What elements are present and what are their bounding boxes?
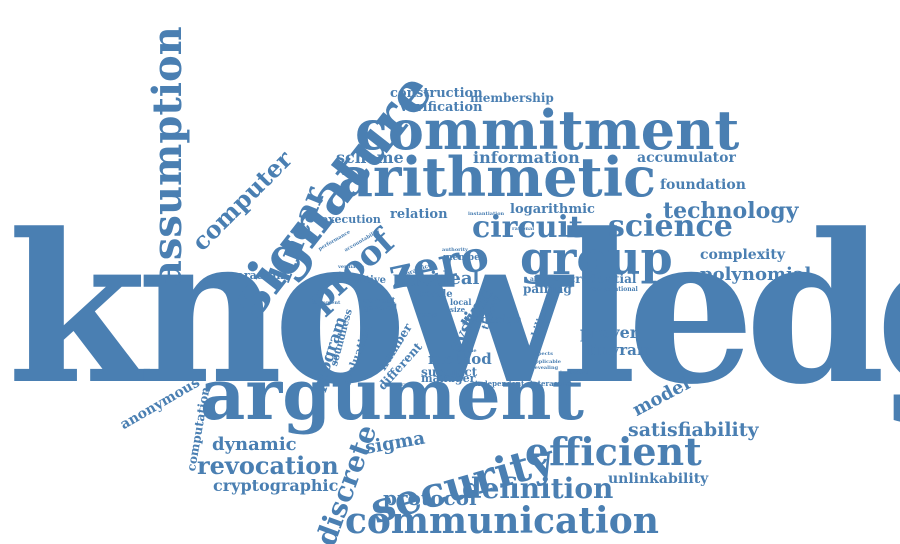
word-knowledge: knowledge — [7, 190, 900, 430]
word-satisfiability: satisfiability — [628, 419, 759, 441]
word-abstract: abstract — [530, 276, 558, 283]
word-primitive: primitive — [335, 275, 387, 286]
word-dynamic: dynamic — [212, 434, 297, 455]
word-prover: prover — [580, 323, 639, 342]
word-arithmetic: arithmetic — [338, 145, 656, 209]
word-rational: rational — [512, 226, 535, 232]
word-commitment: commitment — [355, 98, 740, 162]
word-science: science — [608, 209, 733, 244]
word-unlinkability: unlinkability — [608, 471, 709, 487]
word-group: group — [520, 231, 673, 285]
word-statement: statement — [312, 300, 341, 306]
word-manager: manager — [421, 372, 476, 385]
word-paradigm: paradigm — [229, 269, 288, 282]
word-information: information — [473, 148, 580, 167]
word-revocation: revocation — [197, 451, 339, 480]
word-interactive: interactive — [530, 379, 573, 388]
word-pairing: pairing — [523, 282, 572, 296]
word-verification: verification — [400, 100, 483, 115]
word-accumulator: accumulator — [637, 150, 736, 166]
word-foundation: foundation — [660, 177, 746, 193]
word-important: important — [560, 370, 589, 376]
word-assumption: assumption — [144, 26, 191, 286]
word-circuit: circuit — [472, 210, 583, 245]
word-argument: argument — [200, 353, 584, 436]
word-general: general — [363, 302, 398, 312]
word-applicable: applicable — [532, 359, 561, 365]
word-correct: correct — [363, 295, 396, 305]
word-succinct: succinct — [421, 365, 478, 379]
word-efficient: efficient — [525, 429, 702, 474]
word-execution: execution — [321, 213, 381, 226]
word-map: map — [420, 310, 437, 319]
word-scheme: scheme — [336, 148, 404, 167]
word-ideal: ideal — [430, 268, 480, 289]
word-design: design — [481, 313, 522, 326]
word-protocol: protocol — [383, 486, 477, 510]
word-verifiable: verifiable — [338, 264, 365, 270]
word-simple: simple — [458, 348, 477, 354]
word-relation: relation — [390, 207, 448, 222]
word-construction: construction — [390, 86, 483, 101]
word-computational: computational — [589, 286, 638, 293]
word-member: member — [443, 253, 485, 263]
word-oracle: oracle — [418, 289, 453, 300]
word-instantiation: instantiation — [468, 211, 505, 217]
word-communication: communication — [345, 500, 659, 542]
word-membership: membership — [470, 91, 554, 105]
word-size: size — [450, 305, 466, 314]
word-local: local — [450, 297, 472, 307]
word-method: method — [428, 350, 492, 368]
word-independent: independent — [475, 379, 525, 388]
word-aspects: aspects — [532, 351, 553, 357]
word-tinyram: tinyram — [587, 341, 653, 359]
word-interaction: interaction — [390, 382, 422, 388]
word-complexity: complexity — [700, 247, 785, 263]
word-authority: authority — [442, 247, 468, 253]
word-credential: credential — [568, 272, 637, 286]
word-cryptographic: cryptographic — [213, 476, 339, 495]
word-definition: definition — [462, 472, 614, 505]
word-polynomial: polynomial — [700, 264, 812, 285]
word-batch: batch — [393, 272, 441, 290]
word-technology: technology — [663, 198, 799, 224]
word-revealing: revealing — [532, 365, 559, 371]
word-logarithmic: logarithmic — [510, 202, 595, 217]
